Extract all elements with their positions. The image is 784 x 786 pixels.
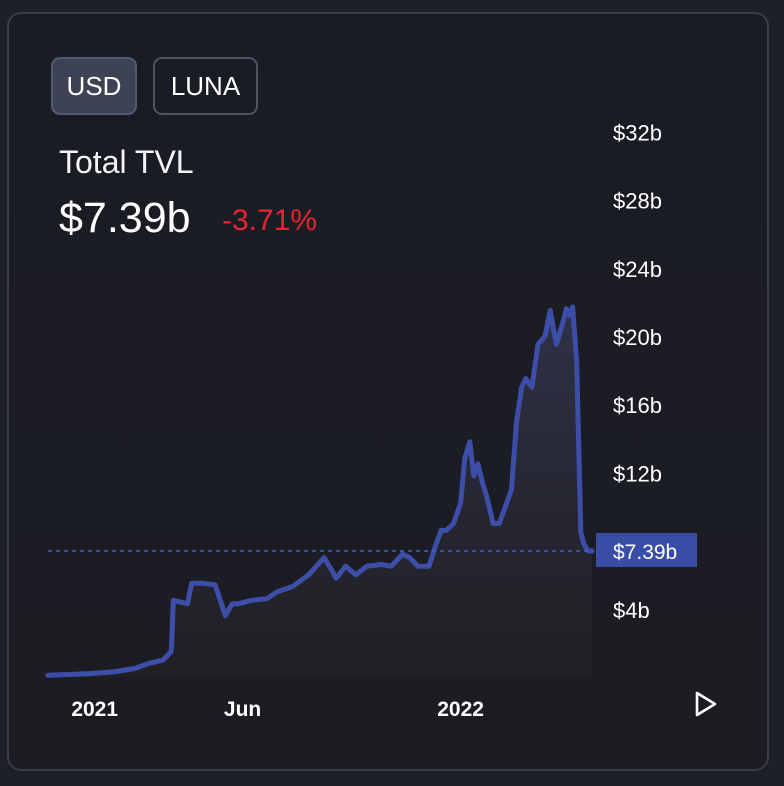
- y-tick-label: $12b: [613, 461, 662, 486]
- current-value-label: $7.39b: [613, 541, 677, 564]
- total-tvl-value: $7.39b: [59, 194, 191, 242]
- tvl-area-fill: [48, 307, 592, 677]
- play-icon[interactable]: [690, 689, 720, 719]
- x-tick-label: 2021: [71, 698, 118, 721]
- total-tvl-label: Total TVL: [59, 144, 194, 180]
- luna-toggle-button[interactable]: LUNA: [153, 57, 258, 115]
- y-tick-label: $28b: [613, 189, 662, 214]
- x-tick-label: 2022: [437, 698, 484, 721]
- tvl-series-line: [45, 304, 595, 678]
- y-tick-label: $32b: [613, 120, 662, 145]
- y-tick-label: $24b: [613, 257, 662, 282]
- y-tick-label: $16b: [613, 393, 662, 418]
- usd-toggle-button[interactable]: USD: [51, 57, 137, 115]
- y-tick-label: $4b: [613, 598, 650, 623]
- tvl-change-percent: -3.71%: [222, 204, 318, 237]
- y-tick-label: $20b: [613, 325, 662, 350]
- x-tick-label: Jun: [224, 698, 261, 721]
- current-value-badge: [596, 533, 697, 567]
